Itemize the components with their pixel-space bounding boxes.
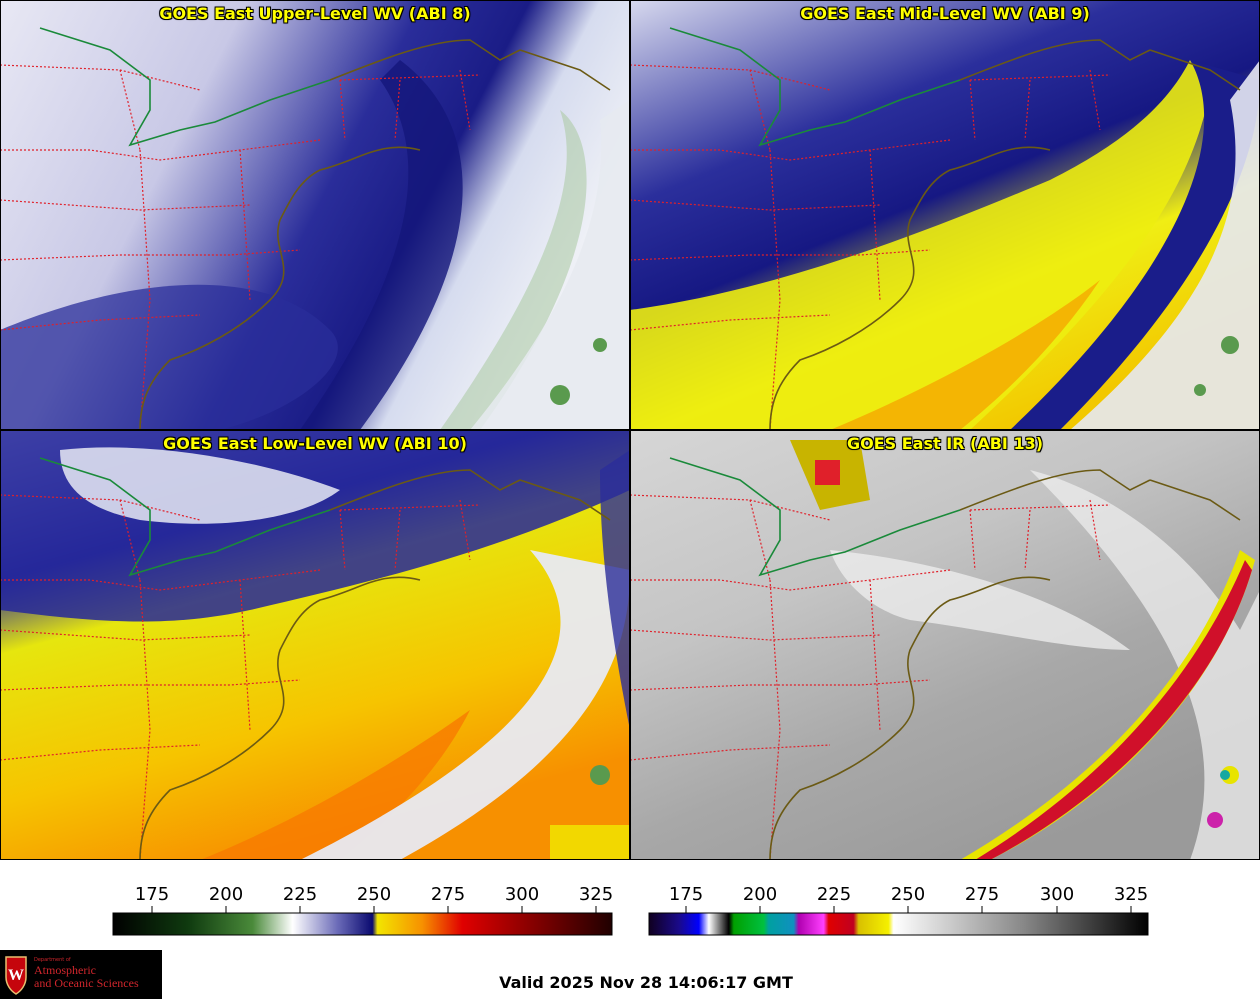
low-level-wv-image bbox=[0, 430, 630, 860]
panel-title: GOES East Low-Level WV (ABI 10) bbox=[163, 434, 467, 453]
colorbar-tick-label: 275 bbox=[965, 884, 999, 905]
svg-text:W: W bbox=[8, 967, 24, 984]
uw-crest-icon: W bbox=[5, 956, 27, 995]
colorbar-tick-label: 300 bbox=[1040, 884, 1074, 905]
panel-title: GOES East IR (ABI 13) bbox=[846, 434, 1044, 453]
image-frame bbox=[0, 0, 1260, 860]
logo-line-2: Atmospheric bbox=[34, 963, 96, 977]
panel-divider-horizontal bbox=[0, 429, 1260, 431]
panel-title: GOES East Mid-Level WV (ABI 9) bbox=[800, 4, 1090, 23]
colorbar-tick-label: 200 bbox=[743, 884, 777, 905]
colorbar-tick-label: 250 bbox=[357, 884, 391, 905]
colorbar-tick-label: 275 bbox=[431, 884, 465, 905]
upper-level-wv-image bbox=[0, 0, 630, 430]
wv-colorbar: 175 200 225 250 275 300 325 bbox=[105, 876, 620, 938]
colorbar-tick-label: 300 bbox=[505, 884, 539, 905]
ir-colorbar-graphic: 175 200 225 250 275 300 325 bbox=[648, 884, 1149, 936]
panel-mid-level-wv: GOES East Mid-Level WV (ABI 9) bbox=[630, 0, 1260, 430]
ir-image bbox=[630, 430, 1260, 860]
mid-level-wv-image bbox=[630, 0, 1260, 430]
colorbar-tick-label: 225 bbox=[817, 884, 851, 905]
panel-ir: GOES East IR (ABI 13) bbox=[630, 430, 1260, 860]
colorbar-tick-label: 175 bbox=[669, 884, 703, 905]
panel-low-level-wv: GOES East Low-Level WV (ABI 10) bbox=[0, 430, 630, 860]
logo-line-1: Department of bbox=[34, 957, 71, 963]
panel-upper-level-wv: GOES East Upper-Level WV (ABI 8) bbox=[0, 0, 630, 430]
wv-colorbar-graphic: 175 200 225 250 275 300 325 bbox=[112, 884, 613, 936]
colorbar-tick-label: 325 bbox=[1114, 884, 1148, 905]
colorbar-tick-label: 325 bbox=[579, 884, 613, 905]
colorbar-tick-label: 175 bbox=[135, 884, 169, 905]
aos-logo: W Department of Atmospheric and Oceanic … bbox=[0, 950, 162, 999]
valid-time: Valid 2025 Nov 28 14:06:17 GMT bbox=[499, 973, 793, 992]
colorbar-tick-label: 200 bbox=[209, 884, 243, 905]
ir-colorbar: 175 200 225 250 275 300 325 bbox=[641, 876, 1156, 938]
logo-line-3: and Oceanic Sciences bbox=[34, 976, 139, 990]
colorbar-tick-label: 225 bbox=[283, 884, 317, 905]
colorbar-tick-label: 250 bbox=[891, 884, 925, 905]
panel-title: GOES East Upper-Level WV (ABI 8) bbox=[159, 4, 471, 23]
